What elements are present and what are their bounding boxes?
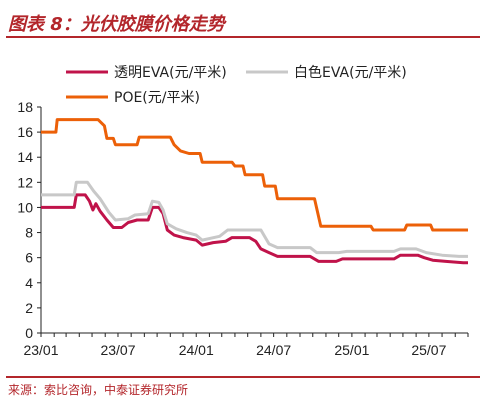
x-tick-label: 23/07 (100, 342, 135, 358)
y-tick-label: 12 (17, 174, 33, 190)
series-line-1 (41, 193, 468, 265)
x-tick-label: 24/01 (179, 342, 214, 358)
y-tick-label: 14 (17, 149, 33, 165)
legend-label-1: 透明EVA(元/平米) (114, 65, 227, 81)
x-tick-label: 25/07 (411, 342, 446, 358)
y-tick-label: 16 (17, 124, 33, 140)
y-tick-label: 8 (25, 225, 33, 241)
chart-title: 图表 8：光伏胶膜价格走势 (8, 14, 225, 35)
source-bar: 来源：索比咨询，中泰证券研究所 (6, 376, 480, 398)
x-tick-label: 23/01 (23, 342, 58, 358)
x-tick-label: 24/07 (256, 342, 291, 358)
y-tick-label: 2 (25, 300, 33, 316)
y-tick-label: 10 (17, 199, 33, 215)
y-tick-label: 18 (17, 99, 33, 115)
y-tick-label: 6 (25, 250, 33, 266)
y-tick-label: 4 (25, 275, 33, 291)
series-line-3 (41, 118, 468, 232)
y-tick-label: 0 (25, 325, 33, 341)
legend-label-2: 白色EVA(元/平米) (294, 64, 407, 81)
title-bar: 图表 8：光伏胶膜价格走势 (6, 6, 480, 38)
x-tick-label: 25/01 (334, 342, 369, 358)
chart-axes: 0 2 4 6 8 10 12 14 16 18 23/01 23/07 24/01 24/07 25/01… (17, 99, 469, 358)
series-line-2 (41, 180, 468, 258)
source-note: 来源：索比咨询，中泰证券研究所 (8, 383, 189, 397)
chart-legend: 透明EVA(元/平米) 白色EVA(元/平米) POE(元/平米) (66, 64, 407, 106)
legend-label-3: POE(元/平米) (114, 90, 200, 106)
chart-lines (41, 118, 468, 265)
line-chart: 透明EVA(元/平米) 白色EVA(元/平米) POE(元/平米) 0 2 4 6 8 10 1… (17, 64, 469, 358)
